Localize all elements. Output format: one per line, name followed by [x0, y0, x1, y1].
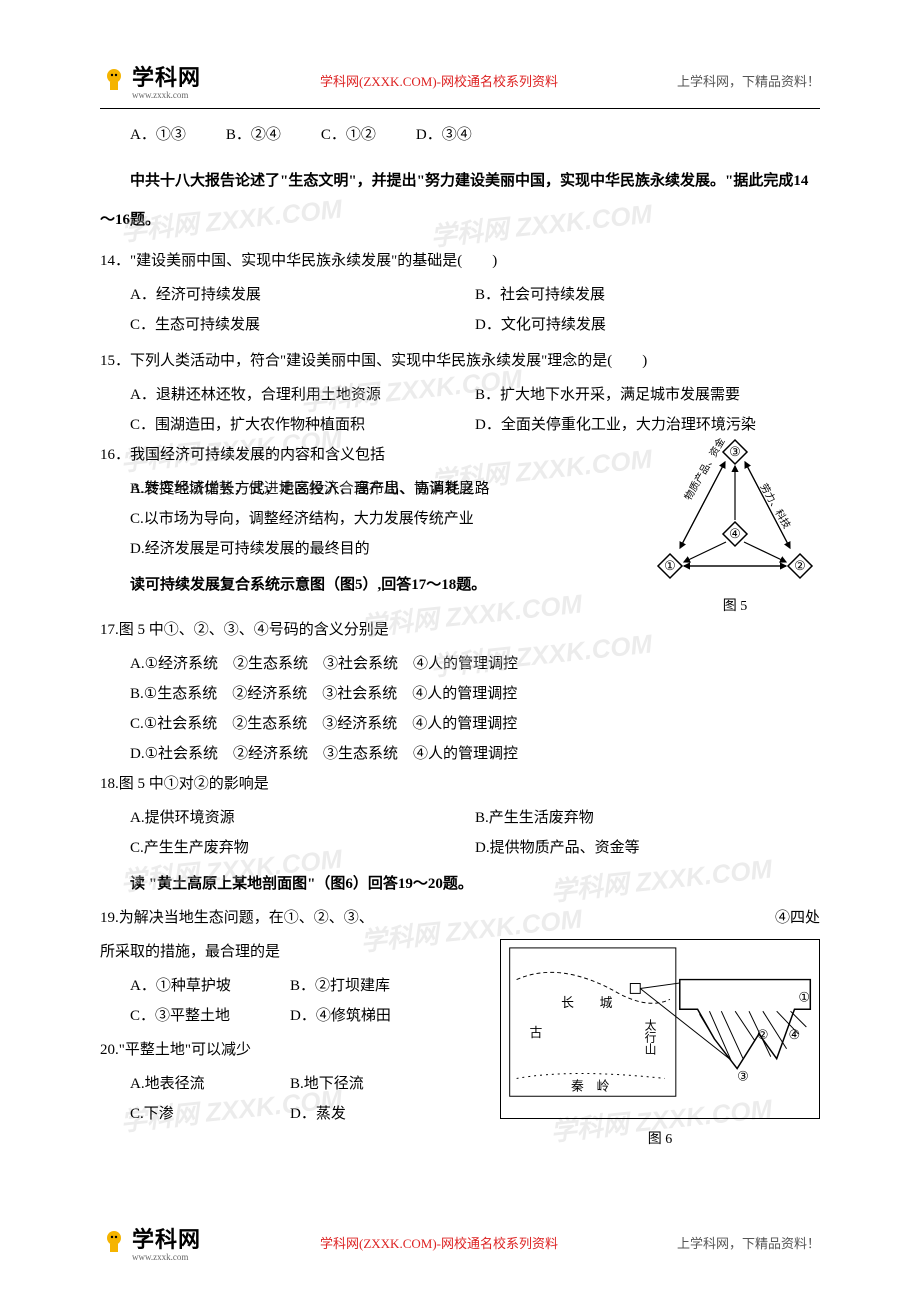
- svg-text:长 城: 长 城: [561, 996, 613, 1010]
- option-A: A．①种草护坡: [130, 971, 290, 1001]
- question-16-options: A.转变经济增长方式，走高投入、高产出、高消耗之路 B.发挥地域优势，促进地区经…: [130, 474, 820, 564]
- question-16-block: ③ ① ② ④ 物质产品、资金 劳力、科技 图 5 16．我国经济可持续发展的内…: [100, 440, 820, 615]
- option-C: C．①②: [321, 123, 376, 144]
- question-14-options: A．经济可持续发展 B．社会可持续发展 C．生态可持续发展 D．文化可持续发展: [130, 280, 820, 340]
- question-19-block: 19.为解决当地生态问题，在①、②、③、 ④四处 长 城 古 秦 岭 太行山: [100, 903, 820, 1148]
- option-A: A.①经济系统 ②生态系统 ③社会系统 ④人的管理调控: [130, 649, 820, 679]
- option-A: A.提供环境资源: [130, 803, 475, 833]
- page-header: 学科网 www.zxxk.com 学科网(ZXXK.COM)-网校通名校系列资料…: [100, 60, 820, 100]
- option-C: C.下渗: [130, 1099, 290, 1129]
- svg-text:古: 古: [529, 1026, 542, 1040]
- option-B: B．②打坝建库: [290, 971, 450, 1001]
- figure-6-svg: 长 城 古 秦 岭 太行山 ① ② ③ ④: [500, 939, 820, 1119]
- logo-icon: [100, 66, 128, 94]
- option-C: C．围湖造田，扩大农作物种植面积: [130, 410, 475, 440]
- question-19-options: A．①种草护坡 B．②打坝建库 C．③平整土地 D．④修筑梯田: [130, 971, 490, 1031]
- question-18-stem: 18.图 5 中①对②的影响是: [100, 769, 820, 799]
- header-series: 学科网(ZXXK.COM)-网校通名校系列资料: [320, 71, 558, 90]
- option-C: C.产生生产废弃物: [130, 833, 475, 863]
- question-15-options: A．退耕还林还牧，合理利用土地资源 B．扩大地下水开采，满足城市发展需要 C．围…: [130, 380, 820, 440]
- option-D: D.提供物质产品、资金等: [475, 833, 820, 863]
- option-B: B．②④: [226, 123, 281, 144]
- question-20-options: A.地表径流 B.地下径流 C.下渗 D．蒸发: [130, 1069, 490, 1129]
- svg-text:④: ④: [789, 1028, 801, 1042]
- svg-text:③: ③: [729, 444, 741, 459]
- option-C: C．生态可持续发展: [130, 310, 475, 340]
- footer-logo-sub: www.zxxk.com: [132, 1252, 201, 1262]
- header-rule: [100, 108, 820, 109]
- figure-5-caption: 图 5: [650, 595, 820, 615]
- header-slogan: 上学科网，下精品资料！: [677, 71, 820, 90]
- svg-text:③: ③: [737, 1069, 749, 1083]
- logo-icon: [100, 1228, 128, 1256]
- question-13-options: A．①③ B．②④ C．①② D．③④: [130, 123, 820, 144]
- option-D: D.经济发展是可持续发展的最终目的: [130, 534, 820, 564]
- option-D: D．③④: [416, 123, 472, 144]
- figure-6: 长 城 古 秦 岭 太行山 ① ② ③ ④: [500, 939, 820, 1148]
- option-C: C.①社会系统 ②生态系统 ③经济系统 ④人的管理调控: [130, 709, 820, 739]
- page-footer: 学科网 www.zxxk.com 学科网(ZXXK.COM)-网校通名校系列资料…: [100, 1222, 820, 1262]
- option-B: B.①生态系统 ②经济系统 ③社会系统 ④人的管理调控: [130, 679, 820, 709]
- option-B: B．社会可持续发展: [475, 280, 820, 310]
- passage-19-20: 读 "黄土高原上某地剖面图"（图6）回答19～20题。: [100, 869, 820, 899]
- option-D: D．文化可持续发展: [475, 310, 820, 340]
- question-18-options: A.提供环境资源 B.产生生活废弃物 C.产生生产废弃物 D.提供物质产品、资金…: [130, 803, 820, 863]
- option-D: D．蒸发: [290, 1099, 450, 1129]
- option-B: B．扩大地下水开采，满足城市发展需要: [475, 380, 820, 410]
- option-B: B.地下径流: [290, 1069, 450, 1099]
- svg-text:太行山: 太行山: [643, 1019, 657, 1055]
- footer-series: 学科网(ZXXK.COM)-网校通名校系列资料: [320, 1233, 558, 1252]
- svg-text:①: ①: [798, 990, 810, 1004]
- logo-subtext: www.zxxk.com: [132, 90, 201, 100]
- option-A: A.地表径流: [130, 1069, 290, 1099]
- svg-text:秦 岭: 秦 岭: [571, 1079, 610, 1093]
- question-14-stem: 14．"建设美丽中国、实现中华民族永续发展"的基础是( ): [100, 246, 820, 276]
- question-15-stem: 15．下列人类活动中，符合"建设美丽中国、实现中华民族永续发展"理念的是( ): [100, 346, 820, 376]
- option-A: A．经济可持续发展: [130, 280, 475, 310]
- option-C: C.以市场为导向，调整经济结构，大力发展传统产业: [130, 504, 820, 534]
- option-D: D.①社会系统 ②经济系统 ③生态系统 ④人的管理调控: [130, 739, 820, 769]
- option-B-overlap: B.发挥地域优势，促进地区经济合理布局、协调发展: [130, 474, 474, 504]
- footer-slogan: 上学科网，下精品资料！: [677, 1233, 820, 1252]
- option-A: A．①③: [130, 123, 186, 144]
- question-17-stem: 17.图 5 中①、②、③、④号码的含义分别是: [100, 615, 820, 645]
- question-19-stem-left: 19.为解决当地生态问题，在①、②、③、: [100, 903, 374, 933]
- option-D: D．④修筑梯田: [290, 1001, 450, 1031]
- passage-14-16: 中共十八大报告论述了"生态文明"，并提出"努力建设美丽中国，实现中华民族永续发展…: [100, 162, 820, 240]
- question-17-options: A.①经济系统 ②生态系统 ③社会系统 ④人的管理调控 B.①生态系统 ②经济系…: [130, 649, 820, 769]
- footer-logo: 学科网 www.zxxk.com: [100, 1222, 201, 1262]
- option-C: C．③平整土地: [130, 1001, 290, 1031]
- option-B: B.产生生活废弃物: [475, 803, 820, 833]
- question-19-stem-right: ④四处: [775, 903, 820, 933]
- option-A: A．退耕还林还牧，合理利用土地资源: [130, 380, 475, 410]
- footer-logo-text: 学科网: [132, 1227, 201, 1252]
- figure-6-caption: 图 6: [500, 1128, 820, 1148]
- logo: 学科网 www.zxxk.com: [100, 60, 201, 100]
- svg-text:②: ②: [757, 1028, 769, 1042]
- logo-text: 学科网: [132, 65, 201, 90]
